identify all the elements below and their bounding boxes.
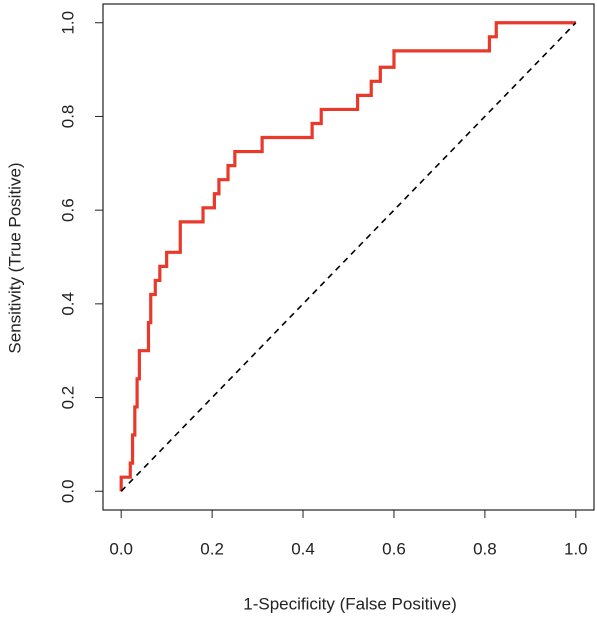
y-tick-label: 0.4 (58, 292, 77, 316)
reference-line (120, 22, 577, 492)
x-tick-label: 0.6 (382, 539, 406, 558)
x-axis-title: 1-Specificity (False Positive) (243, 594, 457, 613)
y-axis-title: Sensitivity (True Positive) (5, 162, 24, 353)
plot-box (102, 3, 595, 511)
y-tick-label: 1.0 (58, 11, 77, 35)
x-tick-label: 0.2 (200, 539, 224, 558)
roc-curve (119, 21, 576, 492)
y-tick-label: 0.2 (58, 386, 77, 410)
x-tick-label: 1.0 (564, 539, 588, 558)
y-tick-label: 0.6 (58, 198, 77, 222)
x-tick-label: 0.4 (291, 539, 315, 558)
x-tick-label: 0.8 (473, 539, 497, 558)
y-tick-label: 0.0 (58, 479, 77, 503)
x-tick-label: 0.0 (109, 539, 133, 558)
y-tick-label: 0.8 (58, 105, 77, 129)
